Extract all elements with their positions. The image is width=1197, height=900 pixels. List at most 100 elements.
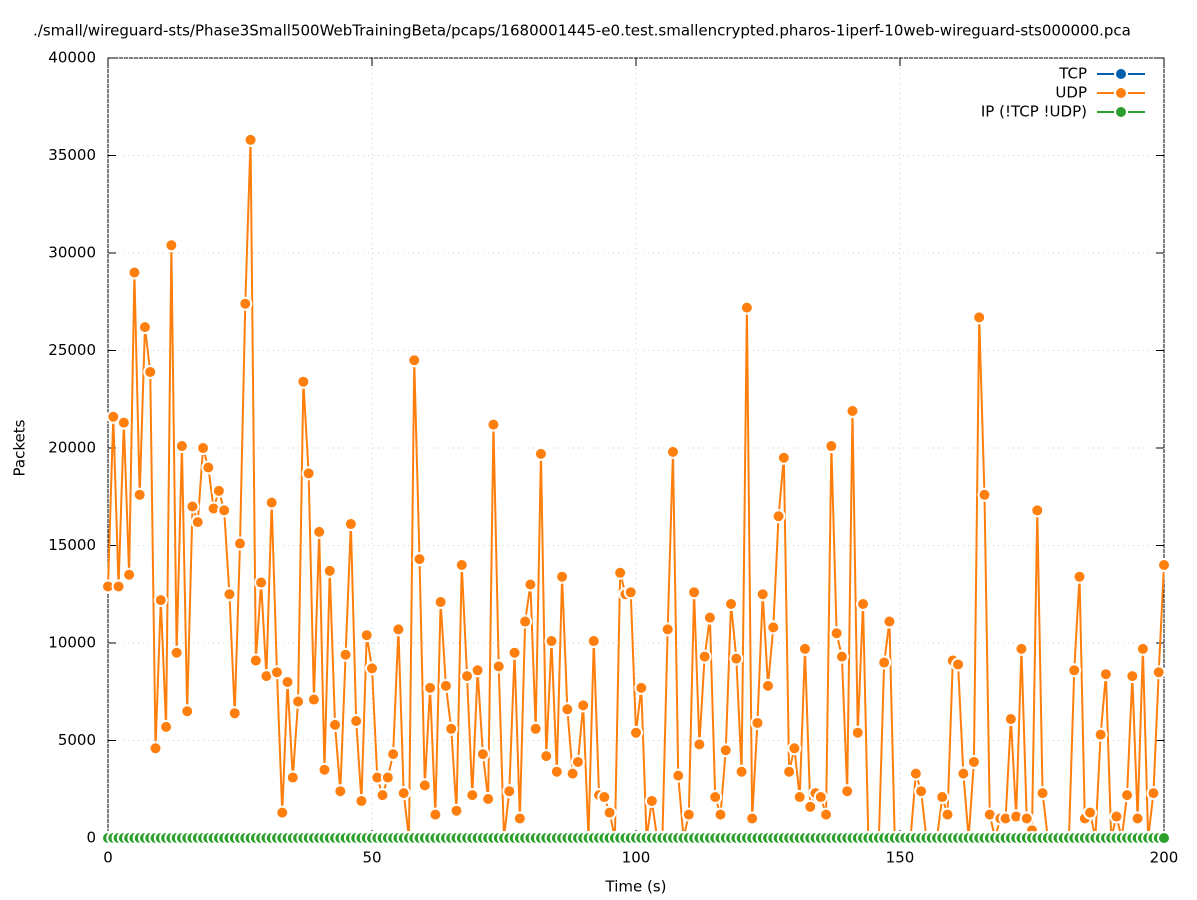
point [407,353,422,368]
point [586,634,601,649]
point [629,725,643,740]
point [143,364,158,379]
point [354,793,369,808]
point [248,653,263,668]
point [776,450,791,465]
point [692,737,707,752]
point [317,762,332,777]
point [877,655,892,670]
point [137,320,152,335]
point [111,579,126,594]
point [1030,503,1045,518]
point [523,577,538,592]
point [1035,786,1050,801]
point [739,300,754,315]
point [169,645,184,660]
point [507,645,522,660]
point [560,702,575,717]
point [813,790,828,805]
point [724,597,739,611]
x-tick-label: 0 [103,849,113,867]
point [502,784,517,799]
point [734,764,749,779]
point [301,466,316,481]
point [761,678,775,693]
y-tick-label: 20000 [48,439,96,457]
point [423,680,438,695]
point [449,803,464,818]
point [380,770,395,785]
point [338,647,353,662]
point [486,417,501,432]
point [491,659,506,674]
point [824,439,839,454]
point [343,517,358,532]
chart-title: ./small/wireguard-sts/Phase3Small500WebT… [33,22,1131,40]
point [475,747,490,762]
point [966,754,981,769]
point [1109,809,1124,824]
point [227,706,242,721]
y-tick-label: 15000 [48,536,96,554]
point [745,811,760,826]
point [164,238,179,253]
point [956,766,971,781]
point [122,567,137,582]
point [296,374,311,389]
point [660,622,675,637]
point [565,766,580,781]
point [549,764,564,779]
point [291,694,306,709]
point [349,714,364,728]
point [132,487,147,502]
point [322,563,337,578]
point [333,784,348,799]
point [159,719,174,734]
point [396,786,411,801]
point [602,805,617,820]
point [1157,558,1171,572]
point [634,680,649,695]
point [1083,805,1098,820]
point [1072,569,1087,584]
y-tick-label: 40000 [48,49,96,67]
point [106,409,121,424]
point [840,784,855,799]
point [512,811,527,826]
x-tick-label: 50 [362,849,381,867]
point [687,585,702,600]
point [391,622,406,637]
point [201,460,216,475]
point [1135,641,1150,656]
point [681,807,696,822]
point [254,575,269,590]
y-tick-label: 5000 [58,731,96,749]
point [433,595,448,610]
point [766,620,781,635]
point [217,503,232,518]
point [576,698,591,713]
point [470,663,485,678]
point [460,669,475,684]
point [845,403,860,418]
point [665,444,680,459]
point [174,439,189,454]
point [1093,727,1108,742]
point [935,790,950,805]
legend-label: UDP [1055,84,1087,102]
point [153,593,168,608]
point [412,552,427,567]
point [539,749,554,764]
point [238,296,253,311]
point [1146,786,1161,801]
point [1151,665,1166,680]
point [671,768,686,783]
point [1019,811,1034,826]
point [755,587,770,602]
point [528,721,543,736]
point [1130,811,1145,826]
point [613,565,628,580]
point [792,790,807,805]
point [1003,712,1018,727]
